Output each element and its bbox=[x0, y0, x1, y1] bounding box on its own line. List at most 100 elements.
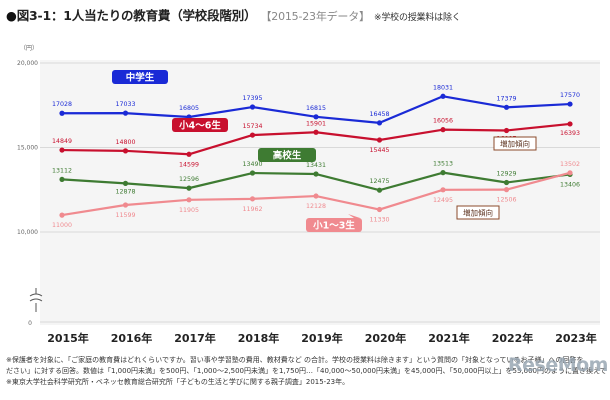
data-point bbox=[122, 110, 129, 116]
y-tick-label: 0 bbox=[28, 320, 32, 327]
data-label: 13513 bbox=[433, 161, 453, 168]
data-label: 11000 bbox=[52, 222, 72, 229]
data-point bbox=[313, 193, 319, 199]
annotation-box bbox=[456, 205, 500, 220]
annotation-text: 増加傾向 bbox=[463, 208, 493, 218]
data-point bbox=[567, 170, 573, 176]
data-label: 11962 bbox=[242, 206, 262, 213]
data-label: 14800 bbox=[115, 139, 135, 146]
legend-label: 中学生 bbox=[126, 72, 155, 84]
data-label: 15901 bbox=[306, 120, 326, 127]
data-point bbox=[59, 110, 65, 116]
data-label: 11330 bbox=[369, 217, 389, 224]
data-point bbox=[122, 202, 129, 208]
data-point bbox=[440, 93, 446, 99]
data-label: 12878 bbox=[115, 188, 135, 195]
series-lines bbox=[59, 93, 573, 218]
data-label: 16805 bbox=[179, 105, 199, 112]
data-point bbox=[567, 121, 573, 127]
data-label: 12929 bbox=[496, 170, 516, 177]
y-unit-label: （円） bbox=[20, 45, 38, 52]
data-point bbox=[313, 129, 319, 135]
data-point bbox=[186, 151, 192, 157]
data-point bbox=[440, 187, 446, 193]
data-point bbox=[503, 187, 510, 193]
data-point bbox=[503, 104, 510, 110]
data-point bbox=[440, 170, 446, 176]
data-point bbox=[376, 206, 383, 213]
data-point bbox=[440, 127, 446, 133]
legend-pointer bbox=[348, 214, 360, 218]
data-label: 13502 bbox=[560, 161, 580, 168]
data-label: 18031 bbox=[433, 84, 453, 91]
chart-subtitle: 【2015-23年データ】 bbox=[260, 10, 370, 23]
data-label: 17028 bbox=[52, 101, 72, 108]
data-label: 17033 bbox=[115, 101, 135, 108]
data-point bbox=[59, 176, 65, 183]
data-point bbox=[249, 104, 256, 110]
data-label: 16056 bbox=[433, 118, 453, 125]
data-point bbox=[249, 132, 256, 138]
data-label: 16393 bbox=[560, 130, 580, 137]
data-point bbox=[376, 137, 383, 143]
x-tick-label: 2016年 bbox=[111, 331, 153, 345]
data-point bbox=[503, 179, 510, 186]
data-label: 12475 bbox=[369, 178, 389, 185]
x-axis-labels: 2015年 2016年 2017年 2018年 2019年 2020年 2021年 2022年… bbox=[47, 331, 597, 345]
data-point bbox=[59, 147, 65, 153]
legend-tag bbox=[112, 70, 168, 84]
data-label: 12506 bbox=[496, 197, 516, 204]
data-label: 16815 bbox=[306, 105, 326, 112]
data-point bbox=[249, 196, 256, 202]
data-label: 15734 bbox=[242, 123, 262, 130]
data-point bbox=[59, 212, 65, 218]
data-point bbox=[503, 127, 510, 134]
footnote-line-3: ※東京大学社会科学研究所・ベネッセ教育総合研究所「子どもの生活と学びに関する親子… bbox=[6, 378, 350, 386]
chart-note: ※学校の授業料は除く bbox=[374, 13, 461, 23]
footnote-line-2: ださい」に対する回答。数値は「1,000円未満」を500円、「1,000～2,5… bbox=[6, 367, 606, 375]
data-point bbox=[186, 185, 192, 191]
data-point bbox=[122, 148, 129, 154]
data-label: 13406 bbox=[560, 181, 580, 188]
data-label: 17570 bbox=[560, 92, 580, 99]
legend-tag bbox=[172, 118, 228, 132]
data-label: 16458 bbox=[369, 111, 389, 118]
data-labels: 17028 17033 16805 17395 16815 16458 18031 17379… bbox=[52, 84, 580, 229]
data-point bbox=[186, 197, 192, 203]
chart-title: 図3-1：1人当たりの教育費（学校段階別） bbox=[16, 8, 257, 23]
data-point bbox=[567, 101, 573, 107]
y-tick-label: 15,000 bbox=[17, 145, 38, 152]
legend-label: 小1～3生 bbox=[312, 220, 355, 232]
plot-background bbox=[40, 60, 600, 325]
legend-tag bbox=[258, 148, 316, 162]
legend-tag bbox=[306, 218, 362, 232]
data-label: 15445 bbox=[369, 147, 389, 154]
data-label: 11905 bbox=[179, 207, 199, 214]
x-tick-label: 2022年 bbox=[492, 331, 534, 345]
data-label: 11599 bbox=[115, 212, 135, 219]
chart-title-bar: ●図3-1：1人当たりの教育費（学校段階別） 【2015-23年データ】 ※学校… bbox=[6, 5, 461, 24]
x-tick-label: 2020年 bbox=[365, 331, 407, 345]
x-tick-label: 2015年 bbox=[47, 331, 89, 345]
y-tick-label: 20,000 bbox=[17, 60, 38, 67]
title-bullet: ● bbox=[6, 8, 17, 23]
resemom-logo: ReseMom bbox=[508, 354, 608, 376]
axis-break-bottom bbox=[29, 298, 43, 302]
data-label: 13490 bbox=[242, 161, 262, 168]
footnotes: ※保護者を対象に、「ご家庭の教育費はどれくらいですか。習い事や学習塾の費用、教材… bbox=[6, 355, 606, 388]
data-label: 14849 bbox=[52, 138, 72, 145]
data-point bbox=[376, 120, 383, 126]
data-point bbox=[376, 187, 383, 193]
y-tick-label: 10,000 bbox=[17, 229, 38, 236]
data-label: 13112 bbox=[52, 167, 72, 174]
data-label: 12596 bbox=[179, 176, 199, 183]
data-label: 12495 bbox=[433, 197, 453, 204]
data-point bbox=[313, 171, 319, 177]
annotation-text: 増加傾向 bbox=[500, 139, 530, 149]
data-point bbox=[313, 114, 319, 120]
x-tick-label: 2018年 bbox=[238, 331, 280, 345]
footnote-line-1: ※保護者を対象に、「ご家庭の教育費はどれくらいですか。習い事や学習塾の費用、教材… bbox=[6, 356, 584, 364]
data-label: 17379 bbox=[496, 95, 516, 102]
